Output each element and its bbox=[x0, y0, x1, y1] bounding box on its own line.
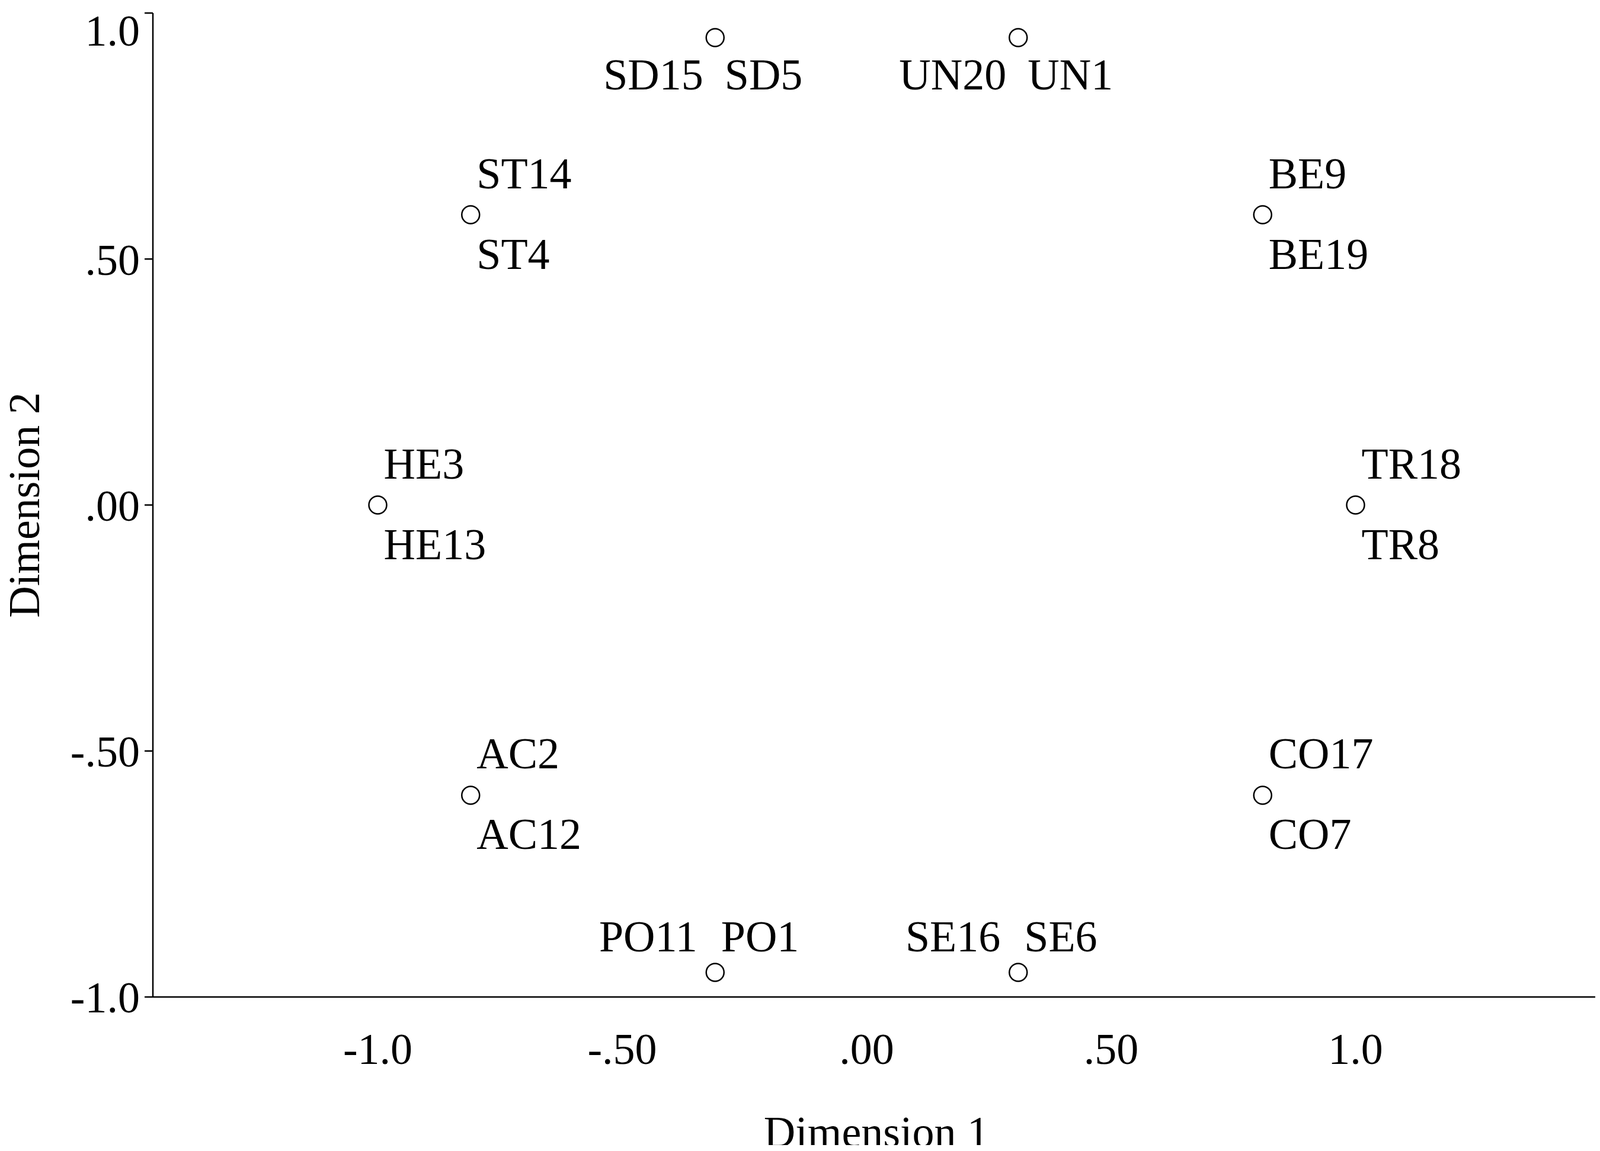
svg-text:TR8: TR8 bbox=[1361, 520, 1440, 569]
svg-text:BE9: BE9 bbox=[1268, 149, 1347, 198]
svg-text:SE16: SE16 bbox=[905, 912, 1001, 962]
svg-text:.50: .50 bbox=[1083, 1025, 1139, 1074]
svg-text:ST4: ST4 bbox=[476, 229, 550, 279]
svg-text:.00: .00 bbox=[839, 1025, 895, 1074]
svg-text:CO7: CO7 bbox=[1268, 810, 1352, 859]
svg-text:SD5: SD5 bbox=[724, 50, 803, 99]
svg-text:HE13: HE13 bbox=[384, 520, 487, 569]
svg-text:-.50: -.50 bbox=[587, 1025, 657, 1074]
svg-text:HE3: HE3 bbox=[384, 439, 465, 489]
svg-text:PO1: PO1 bbox=[721, 912, 800, 962]
svg-text:1.0: 1.0 bbox=[85, 6, 141, 56]
svg-text:PO11: PO11 bbox=[599, 912, 698, 962]
svg-text:Dimension 2: Dimension 2 bbox=[4, 392, 49, 618]
svg-text:UN20: UN20 bbox=[898, 50, 1007, 99]
svg-text:-.50: -.50 bbox=[70, 727, 140, 777]
svg-text:-1.0: -1.0 bbox=[343, 1025, 413, 1074]
svg-text:TR18: TR18 bbox=[1361, 439, 1462, 489]
svg-text:.50: .50 bbox=[85, 235, 141, 285]
svg-text:AC2: AC2 bbox=[476, 729, 560, 779]
svg-text:SD15: SD15 bbox=[603, 50, 704, 99]
svg-text:CO17: CO17 bbox=[1268, 729, 1374, 779]
svg-text:UN1: UN1 bbox=[1027, 50, 1113, 99]
svg-text:.00: .00 bbox=[85, 481, 141, 531]
svg-text:AC12: AC12 bbox=[476, 810, 582, 859]
svg-text:Dimension 1: Dimension 1 bbox=[763, 1108, 990, 1146]
svg-text:BE19: BE19 bbox=[1268, 229, 1369, 279]
svg-text:1.0: 1.0 bbox=[1328, 1025, 1384, 1074]
svg-text:ST14: ST14 bbox=[476, 149, 572, 198]
svg-text:SE6: SE6 bbox=[1024, 912, 1097, 962]
svg-text:-1.0: -1.0 bbox=[70, 973, 140, 1023]
